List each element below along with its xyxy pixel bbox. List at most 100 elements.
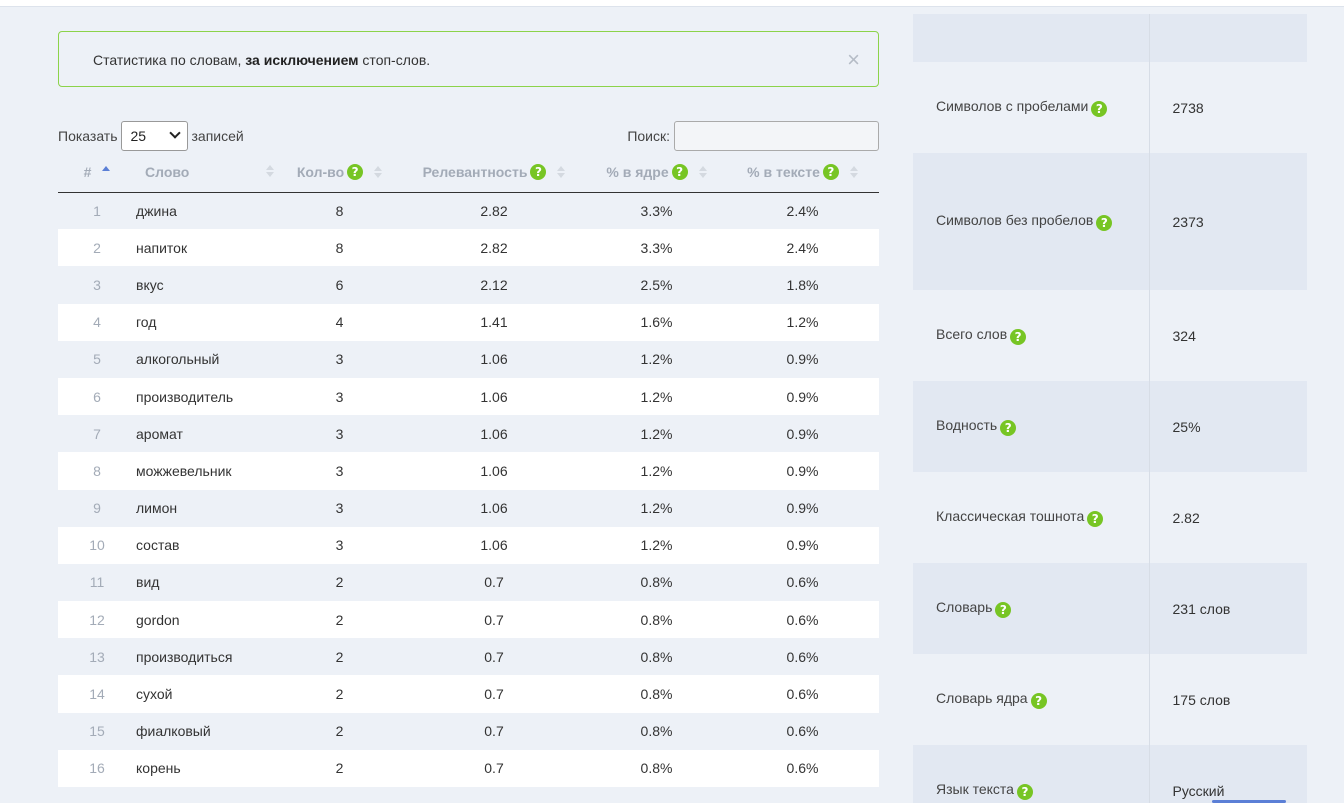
stat-label-cell: Символов без пробелов? xyxy=(913,153,1150,290)
table-row: 1 джина 8 2.82 3.3% 2.4% xyxy=(58,192,879,230)
row-core-percent: 1.2% xyxy=(640,462,673,479)
row-relevance: 0.7 xyxy=(484,648,504,665)
row-count: 6 xyxy=(335,276,344,293)
search-input[interactable] xyxy=(674,121,879,151)
row-number: 1 xyxy=(93,202,101,219)
help-icon[interactable]: ? xyxy=(1096,215,1113,231)
row-text-percent: 2.4% xyxy=(786,239,819,256)
help-icon[interactable]: ? xyxy=(1087,511,1104,527)
row-core-percent: 3.3% xyxy=(640,202,673,219)
row-number: 7 xyxy=(93,425,101,442)
row-word: джина xyxy=(136,202,177,219)
row-relevance: 1.06 xyxy=(480,351,508,368)
row-word: состав xyxy=(136,537,180,554)
stat-row: Словарь ядра? 175 слов xyxy=(913,654,1307,745)
text-stats-panel: Символов с пробелами? 2738 Символов без пр… xyxy=(913,14,1307,803)
row-count: 8 xyxy=(335,239,344,256)
stat-label-cell: Всего слов? xyxy=(913,290,1150,381)
page-size-select[interactable]: 25 xyxy=(120,121,188,151)
stat-value: 2373 xyxy=(1172,213,1204,230)
table-row: 8 можжевельник 3 1.06 1.2% 0.9% xyxy=(58,452,879,490)
table-row: 3 вкус 6 2.12 2.5% 1.8% xyxy=(58,266,879,304)
stat-label: Словарь xyxy=(936,599,993,615)
row-count: 2 xyxy=(335,686,344,703)
row-count: 3 xyxy=(335,388,344,405)
help-icon[interactable]: ? xyxy=(1010,329,1027,345)
row-number: 16 xyxy=(89,760,105,777)
help-icon[interactable]: ? xyxy=(1000,420,1017,436)
help-icon[interactable]: ? xyxy=(530,164,547,181)
row-core-percent: 0.8% xyxy=(640,648,673,665)
alert-text-bold: за исключением xyxy=(245,52,359,68)
table-row: 10 состав 3 1.06 1.2% 0.9% xyxy=(58,526,879,564)
top-bar xyxy=(0,0,1344,7)
stat-label-cell: Словарь? xyxy=(913,563,1150,654)
row-count: 3 xyxy=(335,425,344,442)
row-text-percent: 0.6% xyxy=(786,723,819,740)
row-relevance: 0.7 xyxy=(484,723,504,740)
stat-value: Русский xyxy=(1172,782,1225,799)
stat-value: 231 слов xyxy=(1172,600,1231,617)
row-relevance: 0.7 xyxy=(484,686,504,703)
row-word: фиалковый xyxy=(136,723,211,740)
page-size-control: Показать 25 записей xyxy=(58,120,244,152)
help-icon[interactable]: ? xyxy=(671,164,688,181)
words-table: # Слово Кол-во? Релевантность? % в ядре?… xyxy=(58,153,879,787)
row-count: 3 xyxy=(335,462,344,479)
row-count: 2 xyxy=(335,574,344,591)
column-header-label: Слово xyxy=(145,164,190,181)
alert-text-after: стоп-слов. xyxy=(358,52,431,68)
stat-value: 2738 xyxy=(1172,99,1204,116)
help-icon[interactable]: ? xyxy=(1016,784,1033,800)
stat-label: Символов без пробелов xyxy=(936,212,1094,228)
column-header-count[interactable]: Кол-во? xyxy=(278,153,401,193)
row-word: лимон xyxy=(136,500,178,517)
stat-row: Символов с пробелами? 2738 xyxy=(913,62,1307,153)
entries-label: записей xyxy=(191,128,244,144)
close-icon[interactable]: × xyxy=(847,47,860,72)
row-relevance: 0.7 xyxy=(484,574,504,591)
row-number: 2 xyxy=(93,239,101,256)
stat-label-cell: Словарь ядра? xyxy=(913,654,1150,745)
row-word: производиться xyxy=(136,648,233,665)
stat-label-cell: Классическая тошнота? xyxy=(913,472,1150,563)
row-number: 13 xyxy=(89,648,105,665)
row-text-percent: 0.9% xyxy=(786,500,819,517)
table-row: 6 производитель 3 1.06 1.2% 0.9% xyxy=(58,377,879,416)
row-relevance: 1.06 xyxy=(480,388,508,405)
row-core-percent: 1.2% xyxy=(640,537,673,554)
row-text-percent: 0.6% xyxy=(786,686,819,703)
table-body: 1 джина 8 2.82 3.3% 2.4% 2 напиток 8 2.82 3.3% 2.4%… xyxy=(58,192,879,787)
row-count: 2 xyxy=(335,760,344,777)
stat-row: Всего слов? 324 xyxy=(913,290,1307,381)
help-icon[interactable]: ? xyxy=(995,602,1012,618)
row-count: 3 xyxy=(335,351,344,368)
table-row: 14 сухой 2 0.7 0.8% 0.6% xyxy=(58,675,879,713)
column-header-label: % в ядре xyxy=(606,164,669,181)
row-word: производитель xyxy=(136,388,234,405)
sort-icon xyxy=(849,166,858,179)
help-icon[interactable]: ? xyxy=(1091,101,1108,117)
alert-text-before: Статистика по словам, xyxy=(93,52,246,68)
sort-icon xyxy=(102,166,111,178)
help-icon[interactable]: ? xyxy=(347,164,364,181)
table-row: 9 лимон 3 1.06 1.2% 0.9% xyxy=(58,489,879,527)
table-row: 2 напиток 8 2.82 3.3% 2.4% xyxy=(58,229,879,267)
column-header-core-percent[interactable]: % в ядре? xyxy=(587,153,726,193)
scrollbar-thumb[interactable] xyxy=(1212,800,1286,803)
column-header-text-percent[interactable]: % в тексте? xyxy=(726,153,879,193)
row-number: 11 xyxy=(89,574,105,591)
row-count: 4 xyxy=(335,314,344,331)
help-icon[interactable]: ? xyxy=(822,164,839,181)
stat-row: Классическая тошнота? 2.82 xyxy=(913,472,1307,563)
row-core-percent: 3.3% xyxy=(640,239,673,256)
stat-label: Всего слов xyxy=(936,326,1008,342)
row-text-percent: 0.9% xyxy=(786,425,819,442)
column-header-relevance[interactable]: Релевантность? xyxy=(401,153,587,193)
stat-value xyxy=(1149,14,1307,62)
row-relevance: 1.06 xyxy=(480,537,508,554)
column-header-number[interactable]: # xyxy=(58,153,136,193)
column-header-word[interactable]: Слово xyxy=(136,153,278,193)
help-icon[interactable]: ? xyxy=(1030,693,1047,709)
row-core-percent: 0.8% xyxy=(640,723,673,740)
